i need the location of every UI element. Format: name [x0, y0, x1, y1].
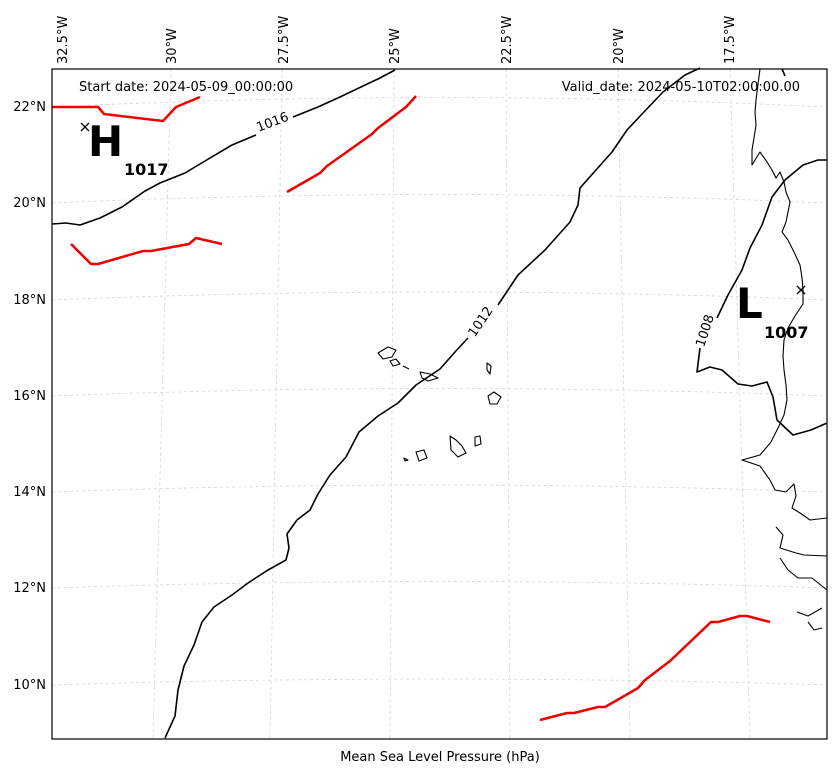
lon-tick-label: 22.5°W — [500, 16, 515, 64]
lon-tick-label: 27.5°W — [277, 16, 292, 64]
high-pressure-value: 1017 — [124, 160, 169, 179]
front-line — [286, 95, 417, 194]
lat-tick-label: 20°N — [13, 196, 46, 211]
map-frame — [51, 68, 828, 740]
island-brava — [403, 457, 409, 462]
front-line — [539, 614, 771, 722]
island-boa-vista — [487, 391, 502, 405]
isobar-1008 — [696, 68, 828, 436]
island-sal — [486, 362, 492, 375]
island-sao-vicente — [389, 358, 401, 367]
lon-tick-label: 20°W — [612, 28, 627, 64]
lon-tick-labels: 32.5°W 30°W 27.5°W 25°W 22.5°W 20°W 17.5… — [56, 16, 738, 64]
lat-tick-labels: 22°N 20°N 18°N 16°N 14°N 12°N 10°N — [13, 100, 46, 693]
lon-tick-label: 25°W — [388, 28, 403, 64]
island-sao-nicolau — [419, 371, 439, 382]
isobars — [51, 67, 828, 739]
lat-tick-label: 12°N — [13, 581, 46, 596]
isobar-1012 — [164, 67, 701, 739]
low-pressure-value: 1007 — [764, 323, 809, 342]
contour-label-1008: 1008 — [693, 313, 717, 349]
fronts — [52, 95, 771, 722]
island-santo-antao — [377, 346, 397, 360]
high-center-marker — [80, 122, 90, 132]
island-fogo — [415, 449, 428, 462]
lat-tick-label: 16°N — [13, 389, 46, 404]
island-santa-luzia — [402, 365, 410, 370]
lon-tick-label: 30°W — [165, 28, 180, 64]
low-pressure-letter: L — [736, 279, 763, 328]
africa-coast — [741, 68, 828, 631]
pressure-markers — [80, 122, 806, 295]
low-center-marker — [796, 285, 806, 295]
coastlines — [377, 68, 828, 631]
lat-tick-label: 22°N — [13, 100, 46, 115]
start-date: Start date: 2024-05-09_00:00:00 — [79, 80, 293, 95]
contour-label-1016: 1016 — [255, 110, 291, 136]
x-axis-label: Mean Sea Level Pressure (hPa) — [340, 750, 540, 765]
isobar-1016 — [51, 69, 396, 226]
lat-tick-label: 18°N — [13, 293, 46, 308]
graticule — [51, 68, 828, 740]
front-line — [52, 95, 201, 123]
island-santiago — [449, 435, 467, 458]
lat-tick-label: 10°N — [13, 678, 46, 693]
island-maio — [474, 435, 482, 447]
contour-label-1012: 1012 — [466, 304, 497, 340]
high-pressure-letter: H — [88, 117, 123, 166]
front-line — [70, 236, 223, 266]
lon-tick-label: 32.5°W — [56, 16, 71, 64]
lat-tick-label: 14°N — [13, 485, 46, 500]
valid-date: Valid_date: 2024-05-10T02:00:00.00 — [562, 80, 800, 95]
lon-tick-label: 17.5°W — [723, 16, 738, 64]
